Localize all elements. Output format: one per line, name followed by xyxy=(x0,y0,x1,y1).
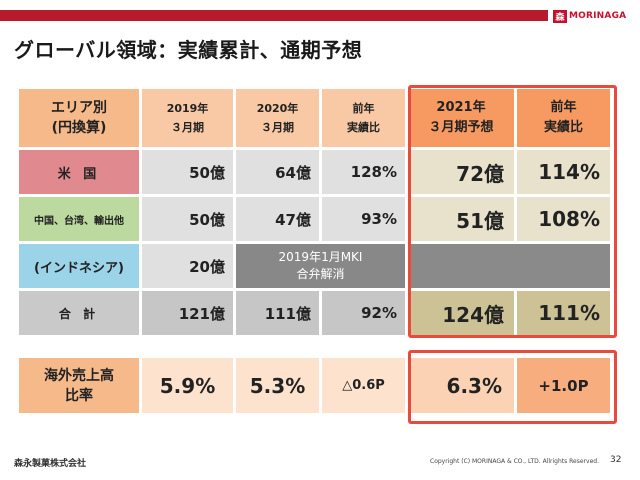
page-title: グローバル領域：実績累計、通期予想 xyxy=(14,38,363,62)
header-fy2021-forecast: 2021年 ３月期予想 xyxy=(408,89,514,147)
table-header-row: エリア別 (円換算) 2019年 ３月期 2020年 ３月期 前年 実績比 2021年 ３… xyxy=(19,89,610,147)
table-row-total: 合 計 121億 111億 92% 124億 111% xyxy=(19,291,610,335)
jv-dissolution-note: 2019年1月MKI 合弁解消 xyxy=(236,244,405,288)
company-name: 森永製菓株式会社 xyxy=(14,459,87,469)
header-fy2020: 2020年 ３月期 xyxy=(236,89,319,147)
cell-yoy-next: 108% xyxy=(517,197,610,241)
row-label: 中国、台湾、輸出他 xyxy=(19,197,139,241)
header-fy2019: 2019年 ３月期 xyxy=(142,89,233,147)
ratio-fy2020: 5.3% xyxy=(236,358,319,413)
cell-fy2020: 47億 xyxy=(236,197,319,241)
table-row-china: 中国、台湾、輸出他 50億 47億 93% 51億 108% xyxy=(19,197,610,241)
ratio-change-next: +1.0P xyxy=(517,358,610,413)
overseas-ratio-table: 海外売上高 比率 5.9% 5.3% △0.6P 6.3% +1.0P xyxy=(16,355,613,416)
cell-fy2019: 50億 xyxy=(142,197,233,241)
ratio-label: 海外売上高 比率 xyxy=(19,358,139,413)
brand-logo: 森 MORINAGA xyxy=(553,9,626,23)
cell-fy2019: 50億 xyxy=(142,150,233,194)
cell-fy2020: 111億 xyxy=(236,291,319,335)
table-row-indonesia: (インドネシア) 20億 2019年1月MKI 合弁解消 xyxy=(19,244,610,288)
cell-yoy-prev: 93% xyxy=(322,197,405,241)
header-region: エリア別 (円換算) xyxy=(19,89,139,147)
cell-fy2019: 121億 xyxy=(142,291,233,335)
cell-fy2021: 124億 xyxy=(408,291,514,335)
empty-merged-cell xyxy=(408,244,610,288)
row-label: (インドネシア) xyxy=(19,244,139,288)
morinaga-logo-icon: 森 xyxy=(553,9,567,23)
copyright-text: Copyright (C) MORINAGA & CO., LTD. Allri… xyxy=(430,458,599,465)
brand-name: MORINAGA xyxy=(569,11,627,21)
ratio-change-prev: △0.6P xyxy=(322,358,405,413)
ratio-fy2021: 6.3% xyxy=(408,358,514,413)
row-label: 合 計 xyxy=(19,291,139,335)
cell-yoy-prev: 128% xyxy=(322,150,405,194)
cell-fy2021: 51億 xyxy=(408,197,514,241)
table-row-us: 米 国 50億 64億 128% 72億 114% xyxy=(19,150,610,194)
svg-text:森: 森 xyxy=(555,11,565,23)
page-number: 32 xyxy=(610,455,622,465)
ratio-row: 海外売上高 比率 5.9% 5.3% △0.6P 6.3% +1.0P xyxy=(19,358,610,413)
ratio-highlight-frame xyxy=(408,350,617,424)
cell-yoy-prev: 92% xyxy=(322,291,405,335)
forecast-highlight-frame xyxy=(408,85,617,338)
ratio-fy2019: 5.9% xyxy=(142,358,233,413)
header-yoy-next: 前年 実績比 xyxy=(517,89,610,147)
cell-fy2020: 64億 xyxy=(236,150,319,194)
cell-fy2019: 20億 xyxy=(142,244,233,288)
header-bar xyxy=(0,10,548,21)
cell-fy2021: 72億 xyxy=(408,150,514,194)
cell-yoy-next: 114% xyxy=(517,150,610,194)
row-label: 米 国 xyxy=(19,150,139,194)
regional-sales-table: エリア別 (円換算) 2019年 ３月期 2020年 ３月期 前年 実績比 2021年 ３… xyxy=(16,86,613,338)
cell-yoy-next: 111% xyxy=(517,291,610,335)
header-yoy-prev: 前年 実績比 xyxy=(322,89,405,147)
